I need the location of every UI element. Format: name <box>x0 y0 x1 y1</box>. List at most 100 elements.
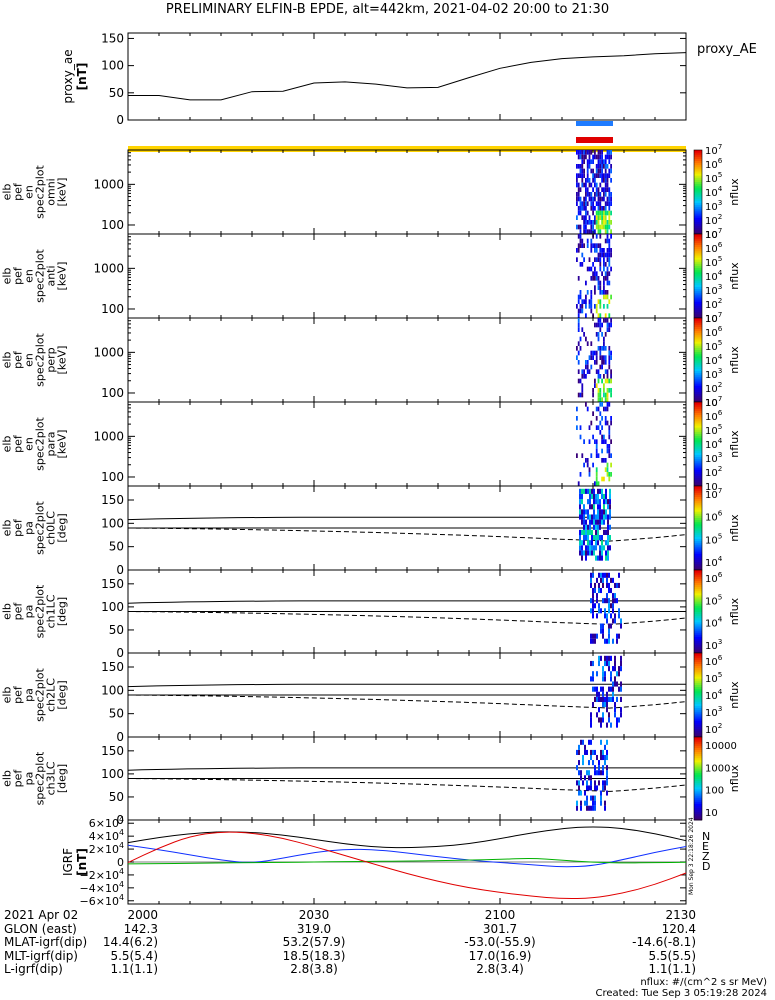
spec-pixel <box>601 173 603 178</box>
pa-pixel <box>585 535 587 541</box>
spec-pixel <box>588 355 591 360</box>
pa-pixel <box>588 770 590 776</box>
spec-pixel <box>597 243 600 248</box>
pa-pixel <box>601 514 603 520</box>
spec-pixel <box>608 378 611 384</box>
spec-pixel <box>606 196 609 202</box>
spec-pixel <box>604 369 607 374</box>
spec-pixel <box>583 182 585 188</box>
spec-pixel <box>583 439 585 444</box>
pa-pixel <box>591 519 593 525</box>
spec-pixel <box>608 364 611 370</box>
spec-pixel <box>610 392 612 398</box>
colorbar-cell <box>694 728 702 732</box>
pa-pixel <box>593 545 595 551</box>
pa-pixel <box>589 519 591 525</box>
colorbar-cell <box>694 646 702 650</box>
pa-pixel <box>596 671 598 677</box>
colorbar-cell <box>694 749 702 753</box>
ylabel-line: elb <box>1 687 14 704</box>
pa-pixel <box>597 524 599 530</box>
colorbar-cell <box>694 640 702 644</box>
spec-pixel <box>581 299 584 304</box>
spec-pixel <box>588 229 591 234</box>
lc-upper-line <box>127 600 686 604</box>
colorbar-cell <box>694 231 702 235</box>
pa-pixel <box>618 608 620 614</box>
pa-pixel <box>620 712 622 718</box>
colorbar-cell <box>694 462 702 466</box>
spec-pixel <box>601 448 603 454</box>
pa-pixel <box>588 760 590 766</box>
ylabel-line: en <box>23 185 36 199</box>
pa-pixel <box>580 800 582 806</box>
spec-pixel <box>603 192 605 197</box>
pa-pixel <box>593 535 595 541</box>
spec-pixel <box>597 220 600 225</box>
pa-pixel <box>580 790 582 796</box>
pa-pixel <box>610 722 612 728</box>
colorbar-cell <box>694 650 702 654</box>
pa-pixel <box>598 582 600 588</box>
lc-upper-line <box>127 683 686 688</box>
spec-pixel <box>603 476 605 482</box>
colorbar-cell <box>694 544 702 548</box>
colorbar-cell <box>694 328 702 332</box>
spec-pixel <box>586 406 589 412</box>
spec-pixel <box>579 201 582 206</box>
spec-pixel <box>597 332 600 337</box>
colorbar-tick-label: 107 <box>705 142 722 157</box>
colorbar-cell <box>694 320 702 323</box>
spec-pixel <box>590 224 593 230</box>
pa-pixel <box>608 572 610 578</box>
pa-pixel <box>616 582 618 588</box>
pa-pixel <box>581 540 583 546</box>
row-label-l: L-igrf(dip) <box>4 962 63 976</box>
colorbar-cell <box>694 351 702 355</box>
spec-pixel <box>586 159 589 164</box>
colorbar-cell <box>694 592 702 596</box>
colorbar-cell <box>694 164 702 168</box>
spec-pixel <box>595 472 598 477</box>
spec-pixel <box>608 220 611 225</box>
colorbar-cell <box>694 511 702 514</box>
pa-pixel <box>610 686 612 692</box>
spec-pixel <box>599 392 602 398</box>
spec-pixel <box>604 294 607 300</box>
colorbar-cell <box>694 479 702 483</box>
spec-pixel <box>592 159 594 164</box>
spec-pixel <box>592 262 594 267</box>
colorbar-cell <box>694 173 702 176</box>
spec-pixel <box>581 206 584 211</box>
spec-pixel <box>610 192 612 197</box>
pa-pixel <box>606 702 608 708</box>
spec-pixel <box>610 248 612 253</box>
igrf-ytick-label: 0 <box>117 856 124 869</box>
pa-pixel <box>590 805 592 811</box>
spec-pixel <box>597 276 600 281</box>
spec-pixel <box>581 392 584 398</box>
colorbar-cell <box>694 502 702 506</box>
pa-pixel <box>604 805 606 811</box>
spec-pixel <box>595 210 598 216</box>
colorbar-tick-label: 104 <box>705 554 723 569</box>
spec-pixel <box>606 173 609 178</box>
pa-pixel <box>590 572 592 578</box>
colorbar-cell <box>694 680 702 683</box>
pa-pixel <box>596 686 598 692</box>
spec-pixel <box>604 332 607 337</box>
spec-pixel <box>583 215 585 220</box>
pa-pixel <box>602 696 604 702</box>
spec-pixel <box>577 392 580 398</box>
spec-pixel <box>588 164 591 169</box>
spec-pixel <box>581 164 584 169</box>
spec-pixel <box>590 229 593 234</box>
colorbar-cell <box>694 177 702 180</box>
spec-pixel <box>599 206 602 211</box>
spec-pixel <box>606 406 609 412</box>
pa-ytick-label: 50 <box>109 623 124 637</box>
colorbar-cell <box>694 257 702 260</box>
colorbar-cell <box>694 481 702 485</box>
pa-pixel <box>585 555 587 561</box>
spec-pixel <box>583 173 585 178</box>
